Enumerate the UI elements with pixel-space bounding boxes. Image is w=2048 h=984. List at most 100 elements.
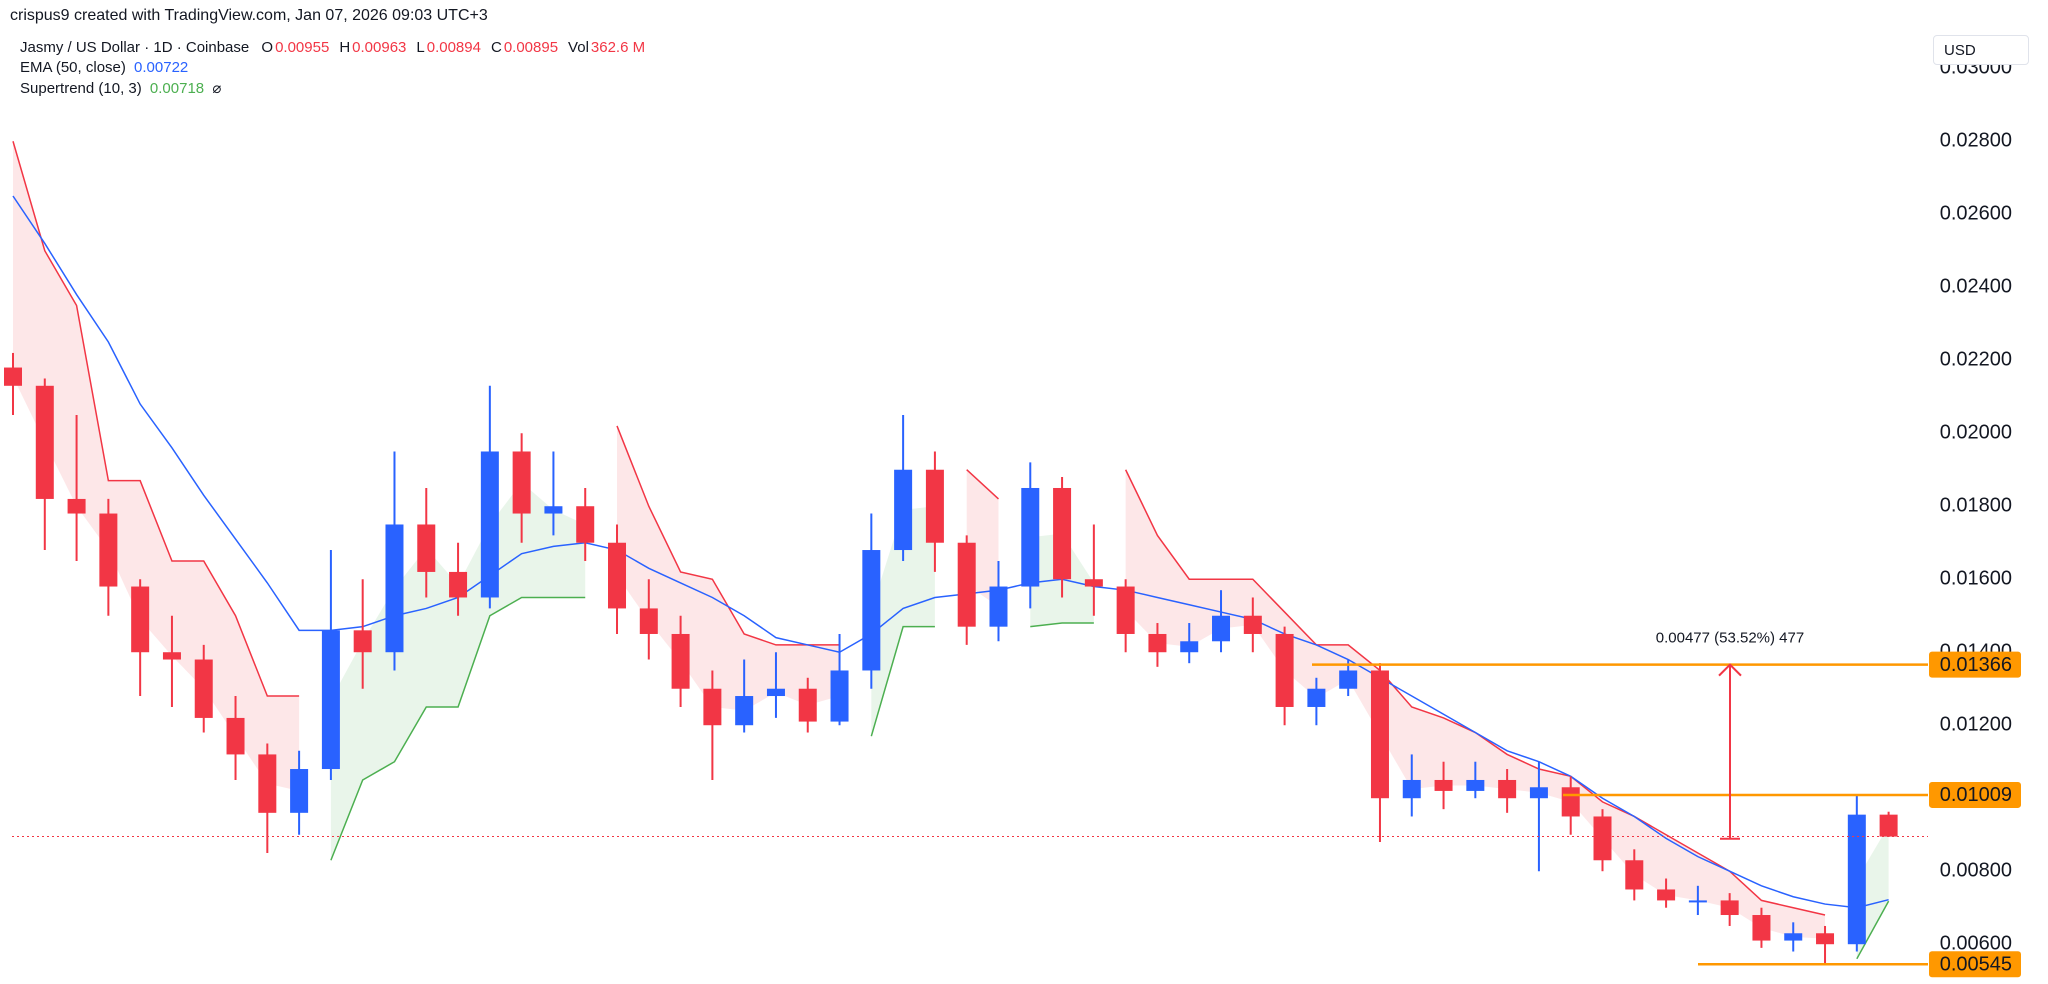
candle-body xyxy=(544,506,563,514)
candle-body xyxy=(162,652,181,660)
candle-body xyxy=(735,696,754,726)
candle-body xyxy=(1116,586,1135,634)
candle-body xyxy=(1720,900,1739,916)
candle-body xyxy=(321,630,340,770)
level-tag xyxy=(1929,781,2021,808)
candle-body xyxy=(1180,641,1199,653)
candle-body xyxy=(480,451,499,598)
y-tick-label: 0.02200 xyxy=(1940,349,2012,371)
supertrend-line xyxy=(1030,622,1094,628)
candle-body xyxy=(1370,670,1389,799)
candle-body xyxy=(258,754,277,813)
level-tag-label: 0.00545 xyxy=(1940,954,2012,976)
y-tick-label: 0.00800 xyxy=(1940,860,2012,882)
ohlc-value: 0.00895 xyxy=(503,39,559,56)
supertrend-line xyxy=(1124,469,1826,916)
y-tick-label: 0.02800 xyxy=(1940,130,2012,152)
candle-body xyxy=(385,524,404,653)
candle-body xyxy=(798,688,817,722)
candle-body xyxy=(449,571,468,598)
candle-body xyxy=(1529,787,1548,799)
supertrend-label: Supertrend (10, 3) xyxy=(20,80,142,97)
y-tick-label: 0.01200 xyxy=(1940,714,2012,736)
candle-body xyxy=(1402,779,1421,799)
candle-body xyxy=(1498,779,1517,799)
supertrend-line xyxy=(12,141,300,697)
candle-body xyxy=(1434,779,1453,791)
candle-body xyxy=(512,451,531,514)
supertrend-line xyxy=(1856,900,1890,960)
currency-button[interactable]: USD xyxy=(1933,35,2029,65)
ohlc-legend: O 0.00955 H 0.00963 L 0.00894 C 0.00895 Vol 362.6… xyxy=(261,39,655,56)
candle-body xyxy=(1784,933,1803,941)
supertrend-fill xyxy=(871,506,935,737)
candle-body xyxy=(1593,816,1612,861)
supertrend-fill xyxy=(13,141,300,791)
supertrend-fill xyxy=(1125,469,1826,939)
candle-body xyxy=(862,550,881,671)
candle-body xyxy=(1021,487,1040,587)
y-tick-label: 0.01800 xyxy=(1940,495,2012,517)
candle-body xyxy=(194,659,213,718)
ohlc-key: Vol xyxy=(568,39,589,56)
candle-body xyxy=(290,769,309,813)
candle-body xyxy=(894,469,913,551)
ohlc-key: L xyxy=(416,39,425,56)
measure-label: 0.00477 (53.52%) 477 xyxy=(1656,630,1804,647)
candle-body xyxy=(671,633,690,689)
candle-body xyxy=(1879,814,1898,837)
candle-body xyxy=(417,524,436,572)
candle-body xyxy=(35,385,54,499)
ohlc-key: C xyxy=(490,39,502,56)
ema-value: 0.00722 xyxy=(134,59,189,76)
candle-body xyxy=(639,608,658,634)
candle-body xyxy=(1752,915,1771,941)
candle-body xyxy=(99,513,118,587)
supertrend-legend: Supertrend (10, 3) 0.00718 ⌀ xyxy=(20,79,225,97)
ema-label: EMA (50, close) xyxy=(20,59,126,76)
level-tag xyxy=(1929,651,2021,678)
candle-body xyxy=(226,717,245,755)
candle-body xyxy=(1053,487,1072,580)
candle-body xyxy=(957,542,976,627)
ohlc-value: 0.00955 xyxy=(275,39,330,56)
hide-icon[interactable]: ⌀ xyxy=(212,80,222,97)
candle-body xyxy=(703,688,722,726)
level-tag-label: 0.01366 xyxy=(1940,654,2012,676)
candle-body xyxy=(1212,615,1231,642)
ohlc-key: H xyxy=(339,39,351,56)
level-tag-label: 0.01009 xyxy=(1940,784,2012,806)
y-tick-label: 0.01600 xyxy=(1940,568,2012,590)
supertrend-fill xyxy=(330,482,586,861)
ohlc-value: 0.00963 xyxy=(352,39,407,56)
candle-body xyxy=(4,367,22,386)
candle-body xyxy=(131,586,150,653)
candle-body xyxy=(1084,579,1103,587)
candle-body xyxy=(1561,787,1580,817)
candle-body xyxy=(67,498,86,514)
candle-body xyxy=(1275,633,1294,707)
candle-body xyxy=(925,469,944,543)
ohlc-value: 362.6 M xyxy=(590,39,646,56)
supertrend-value: 0.00718 xyxy=(149,80,205,97)
candle-body xyxy=(1243,615,1262,634)
header: crispus9 created with TradingView.com, J… xyxy=(10,7,488,24)
supertrend-line xyxy=(966,469,999,500)
candle-body xyxy=(1148,633,1167,653)
candle-body xyxy=(830,670,849,722)
supertrend-line xyxy=(330,596,586,861)
candle-body xyxy=(989,586,1008,627)
ohlc-value: 0.00894 xyxy=(426,39,481,56)
candle-body xyxy=(1307,688,1326,707)
y-tick-label: 0.02000 xyxy=(1940,422,2012,444)
y-tick-label: 0.02600 xyxy=(1940,203,2012,225)
ohlc-key: O xyxy=(261,39,274,56)
candle-body xyxy=(353,630,372,653)
measure-arrowhead xyxy=(1718,663,1742,677)
candle-body xyxy=(1657,889,1676,901)
candle-body xyxy=(1339,670,1358,689)
y-tick-label: 0.02400 xyxy=(1940,276,2012,298)
symbol-legend: Jasmy / US Dollar · 1D · Coinbase O 0.009… xyxy=(20,39,659,56)
